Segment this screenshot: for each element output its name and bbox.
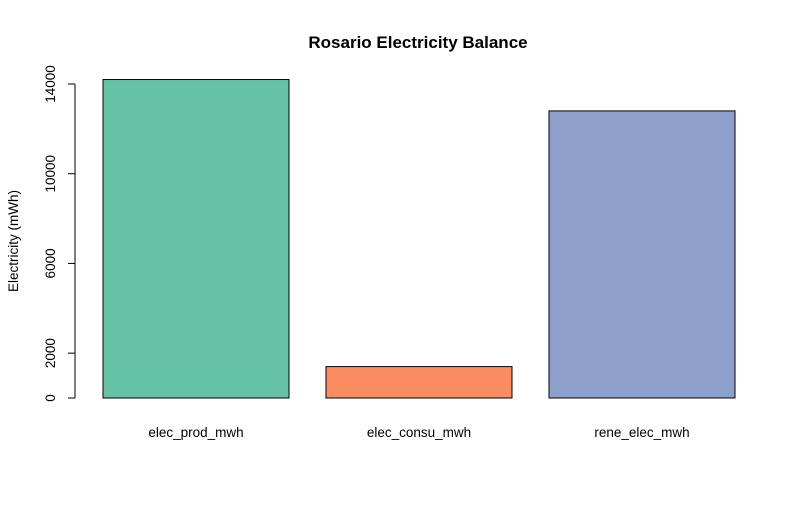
bar-rene_elec_mwh	[548, 110, 736, 399]
y-tick-label-0: 0	[43, 394, 58, 402]
y-tick-label-6000: 6000	[43, 248, 58, 278]
y-axis: 0 2000 6000 10000 14000	[43, 65, 76, 402]
bars-layer	[102, 79, 736, 399]
y-axis-label: Electricity (mWh)	[6, 190, 21, 292]
x-tick-label-elec_consu_mwh: elec_consu_mwh	[367, 425, 471, 440]
y-tick-label-2000: 2000	[43, 338, 58, 368]
bar-elec_consu_mwh	[325, 366, 513, 399]
x-tick-label-rene_elec_mwh: rene_elec_mwh	[594, 425, 689, 440]
x-axis-labels: elec_prod_mwh elec_consu_mwh rene_elec_mwh	[148, 425, 689, 440]
y-tick-label-14000: 14000	[43, 65, 58, 103]
y-tick-label-10000: 10000	[43, 155, 58, 193]
chart-title: Rosario Electricity Balance	[308, 33, 527, 52]
bar-elec_prod_mwh	[102, 79, 290, 399]
x-tick-label-elec_prod_mwh: elec_prod_mwh	[148, 425, 243, 440]
